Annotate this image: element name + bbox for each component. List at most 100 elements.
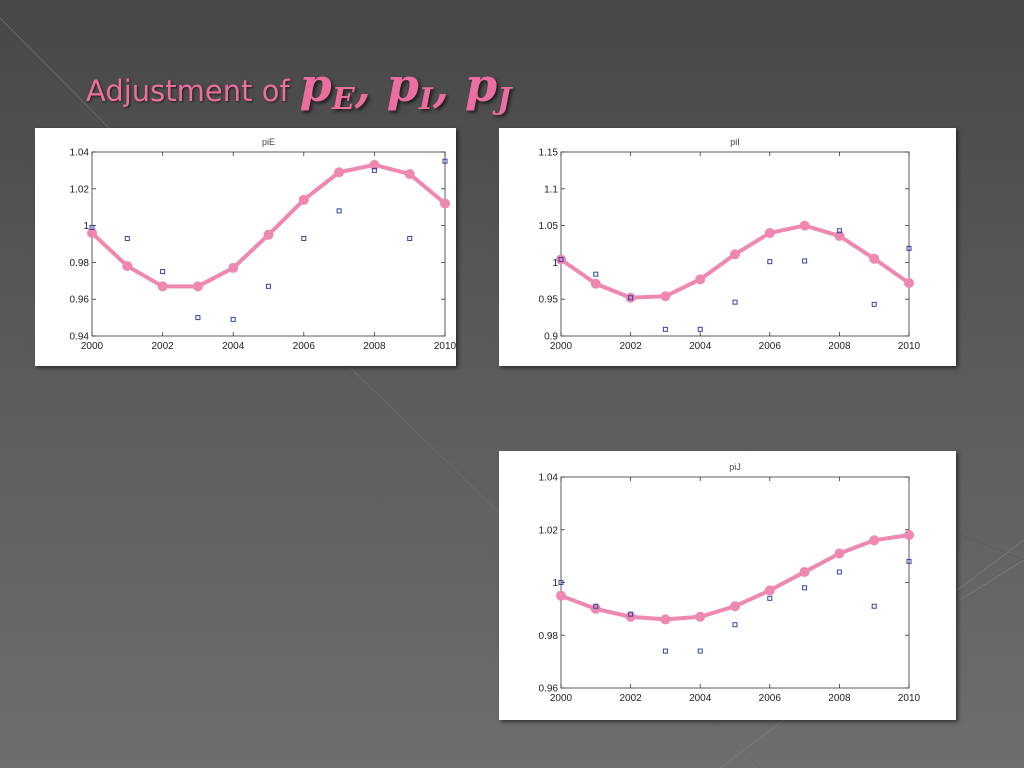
observed-series-point [906,245,912,251]
x-tick-label: 2006 [293,341,316,352]
y-tick-label: 1.02 [539,525,559,536]
x-tick-label: 2000 [550,341,573,352]
observed-series-point [371,167,377,173]
x-tick-label: 2010 [898,693,921,704]
observed-series-point [558,580,564,585]
background-diagonal-line [959,559,1024,601]
observed-series-point [195,315,201,321]
fitted-series-point [730,601,740,612]
y-tick-label: 1 [552,578,558,589]
x-tick-label: 2008 [828,341,851,352]
observed-series-point [732,299,738,305]
observed-series-point [89,224,95,230]
observed-series-point [266,283,271,289]
fitted-series-point [904,530,914,541]
y-tick-label: 0.95 [539,295,559,306]
math-symbol-pI: pI [386,58,433,117]
fitted-series-point [869,535,880,546]
fitted-series-point [228,262,239,273]
observed-series-point [836,569,842,575]
fitted-series-point [834,230,845,241]
observed-series-point [124,235,130,241]
observed-series-point [871,301,877,307]
chart-title: piI [730,137,740,147]
fitted-series-point [556,590,566,601]
observed-series-point [558,256,564,262]
x-tick-label: 2004 [689,693,712,704]
y-tick-label: 0.96 [70,295,90,306]
y-tick-label: 1.05 [539,221,559,232]
x-tick-label: 2010 [898,341,921,352]
observed-series-point [442,158,448,164]
chart-title: piJ [729,462,741,472]
observed-series-point [836,228,842,234]
slide-title-math: pE, pI, pJ [299,58,512,117]
fitted-series-point [369,159,380,170]
y-tick-label: 0.9 [544,332,558,343]
fitted-series-point [799,220,810,231]
chart-piE: piE 0.94 0.96 0.98 1 1.02 1.04 2000 2002 2004 2006… [70,137,456,352]
math-symbol-pJ: pJ [465,58,512,117]
observed-series-point [767,259,773,265]
observed-series-point [732,622,738,628]
observed-series-point [407,235,413,241]
observed-series-point [802,585,808,591]
fitted-series-point [404,169,415,180]
chart-piJ: piJ 0.96 0.98 1 1.02 1.04 2000 2002 2004 2006 2008… [539,462,921,704]
observed-series-point [662,648,668,654]
observed-series-point [697,326,703,332]
x-tick-label: 2000 [81,341,104,352]
fitted-series-point [192,281,203,292]
observed-series-point [628,611,634,617]
axes-box [560,476,910,689]
y-tick-label: 1.15 [539,148,559,159]
chart-panel-piI: piI 0.9 0.95 1 1.05 1.1 1.15 2000 2002 2004 2006 20… [499,128,956,366]
fitted-series-point [764,227,775,238]
y-tick-label: 1.1 [544,184,558,195]
observed-series-point [230,316,236,322]
fitted-series-point [625,611,636,622]
fitted-series-point [625,292,636,303]
observed-series-point [662,326,668,332]
y-tick-label: 1 [552,258,558,269]
observed-series-point [336,208,342,214]
fitted-series-point [799,566,810,577]
x-tick-label: 2008 [363,341,386,352]
y-tick-label: 1.04 [539,473,559,484]
y-tick-label: 1.04 [70,148,90,159]
observed-series-point [593,271,599,277]
fitted-series-point [157,281,168,292]
fitted-series-point [904,278,914,289]
axes-box [560,151,910,337]
observed-series-point [697,648,703,654]
fitted-series-point [334,167,345,178]
chart-panel-piE: piE 0.94 0.96 0.98 1 1.02 1.04 2000 2002 2004 2006… [35,128,456,366]
x-tick-label: 2004 [222,341,245,352]
y-tick-label: 1 [83,221,89,232]
x-tick-label: 2000 [550,693,573,704]
fitted-series-point [695,274,706,285]
fitted-series-point [556,254,566,265]
observed-series-point [301,235,307,241]
y-tick-label: 0.94 [70,332,90,343]
fitted-series-point [590,603,601,614]
x-tick-label: 2002 [619,341,642,352]
x-tick-label: 2006 [759,341,782,352]
fitted-series-point [869,253,880,264]
fitted-series-point [660,614,671,625]
fitted-series-point [440,198,450,209]
x-tick-label: 2010 [434,341,456,352]
y-tick-label: 0.98 [70,258,90,269]
fitted-series-point [695,611,706,622]
observed-series-point [767,595,773,601]
observed-series-point [160,269,166,275]
observed-series-point [906,558,912,564]
chart-panel-piJ: piJ 0.96 0.98 1 1.02 1.04 2000 2002 2004 2006 2008… [499,451,956,720]
y-tick-label: 0.98 [539,631,559,642]
observed-series-point [802,258,808,264]
math-symbol-pE: pE [299,58,355,117]
x-tick-label: 2002 [151,341,174,352]
fitted-series-point [590,278,601,289]
x-tick-label: 2002 [619,693,642,704]
y-tick-label: 0.96 [539,684,559,695]
